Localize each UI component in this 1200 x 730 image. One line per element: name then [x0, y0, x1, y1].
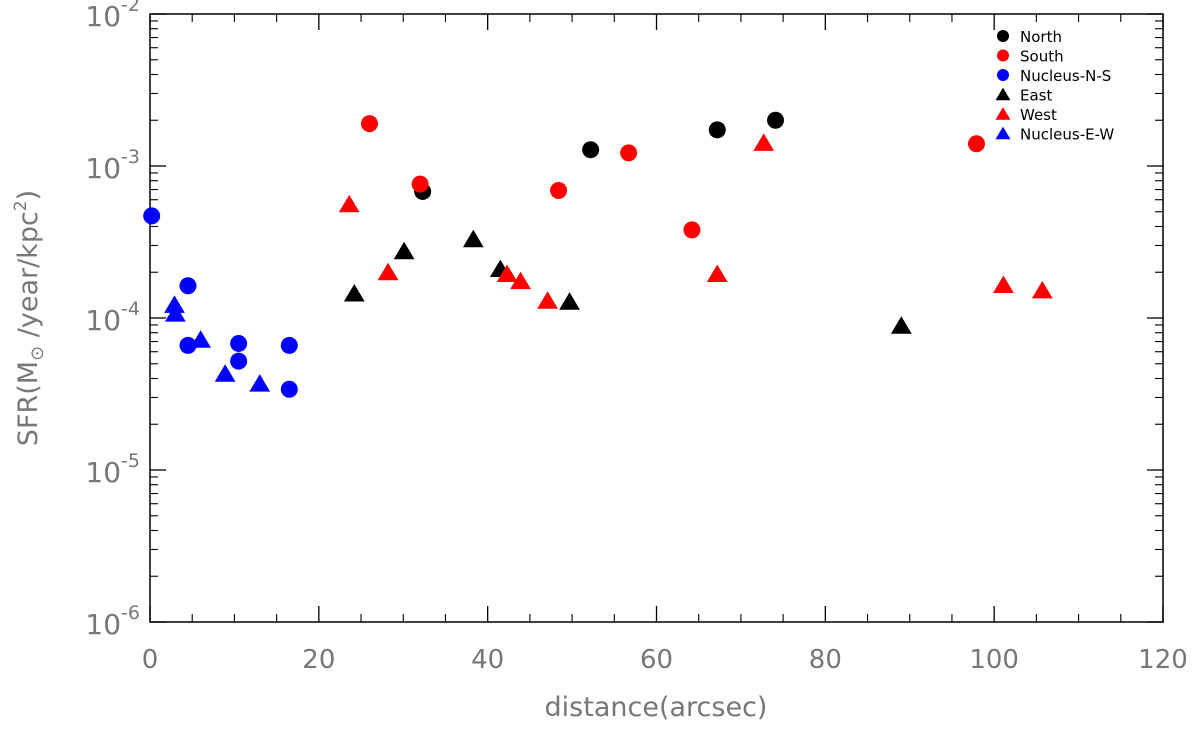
data-point [767, 111, 785, 129]
data-point [582, 141, 600, 159]
major-ticks [149, 13, 1164, 623]
legend-label: North [1020, 28, 1062, 46]
x-tick-label: 120 [1138, 645, 1188, 675]
data-point [559, 292, 580, 310]
legend-label: Nucleus-N-S [1020, 67, 1111, 85]
data-point [338, 194, 360, 213]
series-nucleus-e-w [164, 295, 271, 392]
data-point [510, 271, 531, 290]
legend-marker [995, 87, 1011, 101]
data-point [683, 221, 701, 239]
data-point [214, 364, 236, 382]
data-point [230, 334, 248, 352]
legend-marker [995, 107, 1011, 120]
legend-marker [997, 49, 1009, 62]
x-axis-label: distance(arcsec) [545, 692, 768, 723]
legend-label: South [1020, 48, 1064, 66]
series-east [343, 229, 912, 334]
series-north [414, 111, 785, 200]
y-tick-labels: 10-6 10-5 10-4 10-3 10-2 [85, 0, 140, 641]
x-tick-labels: 0 20 40 60 80 100 120 [142, 645, 1188, 675]
legend-marker [997, 30, 1009, 42]
data-point [753, 133, 775, 151]
x-tick-label: 80 [809, 645, 842, 675]
data-point [462, 229, 484, 248]
data-point [280, 336, 298, 354]
data-point [343, 284, 365, 302]
data-point [230, 352, 248, 370]
series-west [338, 133, 1053, 309]
data-point [993, 275, 1014, 293]
y-tick-label: 10-4 [85, 298, 140, 337]
data-point [620, 144, 638, 162]
data-point [280, 380, 298, 398]
y-axis-label: SFR(M⊙ /year/kpc2) [11, 190, 48, 446]
y-tick-label: 10-3 [85, 146, 140, 185]
series-south [360, 115, 985, 239]
x-tick-label: 60 [640, 645, 673, 675]
data-point [1031, 280, 1053, 299]
data-point [706, 264, 728, 282]
data-point [377, 262, 399, 281]
plot-frame [149, 13, 1164, 623]
data-point [143, 207, 161, 225]
y-tick-label: 10-5 [85, 450, 140, 489]
x-tick-label: 0 [142, 645, 159, 675]
y-tick-label: 10-6 [85, 602, 140, 641]
x-tick-label: 20 [302, 645, 335, 675]
data-point [179, 336, 197, 354]
legend-marker [995, 126, 1011, 140]
data-point [890, 316, 912, 334]
data-point [164, 295, 185, 313]
x-tick-label: 40 [471, 645, 504, 675]
series-nucleus-n-s [143, 207, 298, 398]
y-tick-label: 10-2 [85, 0, 140, 33]
data-point [190, 330, 212, 348]
data-point [537, 291, 558, 309]
data-point [164, 304, 186, 322]
legend-label: Nucleus-E-W [1020, 126, 1114, 144]
data-point [967, 135, 985, 153]
legend-marker [997, 69, 1009, 81]
minor-ticks [150, 14, 1163, 622]
data-point [179, 277, 197, 295]
data-point [550, 181, 568, 199]
x-tick-label: 100 [969, 645, 1019, 675]
data-point [360, 115, 378, 133]
data-points [143, 111, 1053, 398]
data-point [496, 264, 518, 282]
data-point [411, 175, 429, 193]
legend-label: West [1020, 106, 1057, 124]
data-point [708, 121, 726, 139]
data-point [249, 374, 271, 392]
legend-label: East [1020, 87, 1052, 105]
data-point [393, 241, 415, 260]
